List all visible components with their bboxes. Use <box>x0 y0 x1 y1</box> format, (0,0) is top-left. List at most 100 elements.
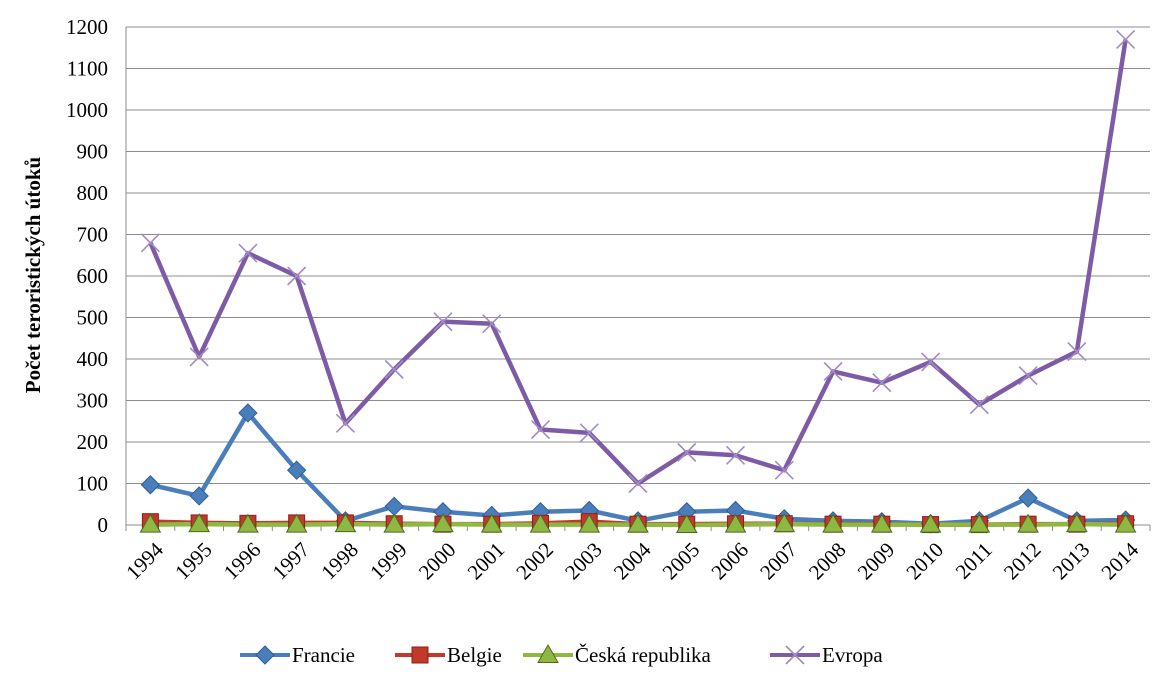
diamond-marker <box>1018 488 1038 508</box>
diamond-marker <box>384 496 404 517</box>
x-tick-label: 2009 <box>853 538 900 585</box>
legend-label: Česká republika <box>575 643 712 667</box>
legend-item: Česká republika <box>523 643 712 667</box>
triangle-marker <box>480 513 503 533</box>
triangle-marker <box>334 513 357 533</box>
series-markers <box>139 29 1137 534</box>
y-axis-title: Počet teroristických útoků <box>21 156 45 393</box>
y-tick-label: 500 <box>77 306 109 330</box>
cross-marker <box>530 419 551 440</box>
legend-item: Francie <box>240 643 355 667</box>
x-tick-label: 2001 <box>463 538 510 585</box>
cross-marker <box>1018 366 1038 386</box>
x-tick-label: 2012 <box>999 538 1046 585</box>
x-tick-label: 2004 <box>609 537 656 584</box>
triangle-marker <box>675 513 698 533</box>
cross-marker <box>287 266 307 286</box>
y-tick-label: 100 <box>77 472 109 496</box>
cross-marker <box>335 413 355 433</box>
legend-item: Evropa <box>770 643 883 667</box>
y-tick-label: 0 <box>98 513 109 537</box>
x-tick-label: 2008 <box>804 538 851 585</box>
x-tick-label: 2005 <box>658 538 705 585</box>
square-marker <box>411 646 429 664</box>
x-tick-label: 2011 <box>951 538 997 584</box>
triangle-marker <box>1065 513 1088 533</box>
triangle-marker <box>1017 513 1039 533</box>
triangle-marker <box>870 513 893 533</box>
cross-marker <box>872 373 892 393</box>
triangle-marker <box>529 513 552 533</box>
x-tick-label: 1995 <box>170 538 217 585</box>
x-tick-label: 2000 <box>414 538 461 585</box>
cross-marker <box>384 359 404 379</box>
series-lines <box>148 39 1128 528</box>
series-line-evropa <box>148 39 1128 486</box>
gridlines <box>126 26 1150 484</box>
x-tick-label: 1997 <box>268 538 315 585</box>
y-tick-label: 900 <box>77 140 109 164</box>
triangle-marker <box>285 513 308 533</box>
diamond-marker <box>286 460 307 480</box>
x-tick-label: 1994 <box>121 537 168 584</box>
y-tick-label: 1100 <box>67 57 108 81</box>
cross-marker <box>140 233 160 253</box>
legend-label: Evropa <box>822 643 883 667</box>
triangle-marker <box>188 513 211 533</box>
cross-marker <box>482 314 502 334</box>
diamond-marker <box>140 475 161 495</box>
x-tick-label: 1996 <box>219 538 266 585</box>
x-tick-label: 2007 <box>755 538 802 585</box>
x-tick-label: 2010 <box>901 538 948 585</box>
triangle-marker <box>773 513 796 533</box>
cross-marker <box>921 352 941 372</box>
triangle-marker <box>724 513 747 533</box>
triangle-marker <box>432 513 454 533</box>
cross-marker <box>189 347 209 367</box>
cross-marker <box>785 645 805 665</box>
triangle-marker <box>627 513 649 533</box>
triangle-marker <box>383 513 406 533</box>
triangle-marker <box>968 513 991 533</box>
cross-marker <box>823 361 843 382</box>
diamond-marker <box>189 486 209 506</box>
y-tick-label: 800 <box>77 181 109 205</box>
cross-marker <box>579 423 599 443</box>
x-tick-label: 1999 <box>365 538 412 585</box>
triangle-marker <box>822 513 844 533</box>
cross-marker <box>677 442 697 462</box>
x-tick-label: 2014 <box>1096 537 1143 584</box>
y-tick-label: 400 <box>77 347 109 371</box>
y-tick-label: 1000 <box>66 98 108 122</box>
y-tick-label: 200 <box>77 430 109 454</box>
x-tick-label: 1998 <box>316 538 363 585</box>
y-tick-label: 300 <box>77 389 109 413</box>
x-tick-label: 2013 <box>1048 538 1095 585</box>
x-tick-label: 2002 <box>511 538 558 585</box>
x-tick-label: 2003 <box>560 538 607 585</box>
triangle-marker <box>537 643 559 663</box>
legend-label: Belgie <box>447 643 502 667</box>
x-tick-label: 2006 <box>706 538 753 585</box>
legend-label: Francie <box>292 643 355 667</box>
triangle-marker <box>139 513 162 533</box>
triangle-marker <box>578 513 601 533</box>
y-tick-label: 1200 <box>66 15 108 39</box>
triangle-marker <box>919 513 942 533</box>
cross-marker <box>1067 341 1087 362</box>
triangle-marker <box>1114 513 1137 533</box>
axes: 0 100 200 300 400 500 600 700 800 900 1000 1100 1200… <box>66 15 1151 585</box>
cross-marker <box>433 312 453 332</box>
triangle-marker <box>237 513 259 533</box>
y-tick-label: 600 <box>77 264 109 288</box>
legend: Francie Belgie Česká republika Evropa <box>240 643 883 667</box>
cross-marker <box>628 473 648 494</box>
cross-marker <box>725 445 746 465</box>
cross-marker <box>238 243 258 263</box>
legend-item: Belgie <box>395 643 502 667</box>
y-tick-label: 700 <box>77 223 109 247</box>
cross-marker <box>969 395 989 415</box>
cross-marker <box>1116 29 1136 50</box>
